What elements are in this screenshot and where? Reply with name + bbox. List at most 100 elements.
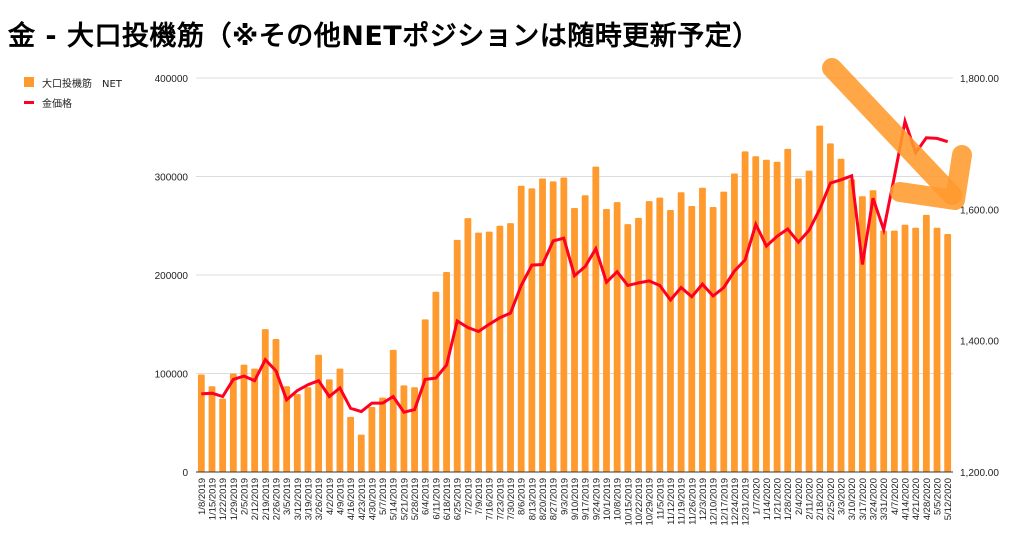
bar	[229, 373, 237, 472]
bar	[539, 178, 546, 472]
y-left-tick-label: 0	[182, 468, 188, 479]
bar	[720, 191, 728, 472]
bar	[709, 207, 717, 472]
y-right-tick-label: 1,600.00	[960, 205, 999, 216]
x-tick-label: 5/12/2020	[943, 478, 954, 520]
x-tick-label: 5/14/2019	[389, 478, 400, 520]
x-tick-label: 2/4/2020	[794, 478, 805, 515]
x-tick-label: 2/11/2020	[805, 478, 816, 520]
x-tick-label: 1/15/2019	[207, 478, 218, 520]
bar	[645, 201, 653, 472]
x-tick-label: 5/28/2019	[410, 478, 421, 520]
bar	[379, 397, 386, 472]
x-tick-label: 9/17/2019	[581, 478, 592, 520]
bar	[496, 225, 504, 472]
x-tick-label: 12/10/2019	[709, 478, 720, 526]
bar	[549, 181, 557, 473]
bar	[197, 374, 205, 472]
bar	[688, 206, 696, 473]
bar	[272, 339, 280, 472]
x-tick-label: 1/7/2020	[751, 478, 762, 515]
price-line	[201, 115, 949, 414]
x-tick-label: 7/23/2019	[495, 478, 506, 520]
trend-arrow-head	[890, 145, 972, 210]
bar	[283, 386, 291, 472]
x-tick-label: 2/25/2020	[826, 478, 837, 520]
bar	[475, 232, 482, 472]
y-left-tick-label: 400000	[155, 74, 189, 85]
bar	[464, 218, 472, 472]
x-tick-label: 3/10/2020	[847, 478, 858, 520]
x-tick-label: 6/25/2019	[453, 478, 464, 520]
x-tick-label: 6/18/2019	[442, 478, 453, 520]
x-tick-label: 4/23/2019	[357, 478, 368, 520]
x-tick-label: 10/22/2019	[634, 478, 645, 526]
bar	[453, 239, 461, 472]
bar	[752, 156, 760, 472]
bar	[325, 379, 333, 472]
legend-label-net: 大口投機筋 NET	[42, 78, 122, 90]
x-tick-label: 3/12/2019	[293, 478, 304, 520]
legend-item-price: 金価格	[24, 92, 122, 112]
bar	[624, 224, 632, 472]
bar	[368, 406, 376, 472]
x-tick-label: 7/2/2019	[463, 478, 474, 515]
bar	[795, 178, 802, 472]
x-tick-label: 12/24/2019	[730, 478, 741, 526]
bar	[581, 195, 589, 472]
legend-item-net: 大口投機筋 NET	[24, 72, 122, 92]
bar	[869, 190, 877, 473]
bar	[603, 209, 610, 472]
bar	[389, 349, 397, 472]
bar	[635, 217, 642, 472]
x-tick-label: 12/17/2019	[719, 478, 730, 526]
x-tick-label: 7/16/2019	[485, 478, 496, 520]
x-tick-label: 8/13/2019	[527, 478, 538, 520]
x-tick-label: 12/31/2019	[741, 478, 752, 526]
x-tick-label: 1/8/2019	[197, 478, 208, 515]
x-tick-label: 10/8/2019	[613, 478, 624, 520]
bar	[763, 159, 770, 472]
x-tick-label: 11/26/2019	[687, 478, 698, 525]
legend-line-swatch	[24, 100, 34, 104]
bar	[890, 230, 898, 472]
bar	[293, 394, 301, 472]
x-tick-label: 10/1/2019	[602, 478, 613, 520]
x-tick-label: 1/28/2020	[783, 478, 794, 520]
x-tick-label: 4/7/2020	[890, 478, 901, 515]
bar	[357, 434, 365, 472]
x-tick-label: 4/21/2020	[911, 478, 922, 520]
x-tick-label: 8/27/2019	[549, 478, 560, 520]
bar	[613, 202, 621, 473]
x-tick-label: 8/20/2019	[538, 478, 549, 520]
x-tick-label: 3/17/2020	[858, 478, 869, 520]
bar	[592, 166, 600, 472]
chart-title: 金 - 大口投機筋（※その他NETポジションは随時更新予定）	[8, 21, 760, 52]
bar	[421, 319, 429, 472]
x-tick-label: 3/31/2020	[879, 478, 890, 520]
y-left-tick-label: 200000	[155, 271, 189, 282]
x-tick-label: 4/14/2020	[901, 478, 912, 520]
bar	[219, 398, 227, 472]
bar	[261, 329, 269, 472]
bar	[251, 368, 259, 472]
x-tick-label: 5/5/2020	[933, 478, 944, 515]
x-tick-label: 5/7/2019	[378, 478, 389, 515]
bar	[667, 209, 674, 473]
bar	[485, 231, 493, 472]
x-tick-label: 6/4/2019	[421, 478, 432, 515]
x-tick-label: 9/24/2019	[591, 478, 602, 520]
bar	[443, 272, 450, 472]
bar	[816, 125, 824, 472]
x-tick-label: 1/21/2020	[773, 478, 784, 520]
bar	[677, 192, 685, 472]
y-left-tick-label: 300000	[155, 173, 189, 184]
bar	[912, 227, 920, 472]
x-tick-label: 2/18/2020	[815, 478, 826, 520]
x-tick-label: 3/24/2020	[869, 478, 880, 520]
x-tick-label: 4/28/2020	[922, 478, 933, 520]
bar	[922, 214, 930, 473]
x-tick-label: 4/16/2019	[346, 478, 357, 520]
bar	[507, 223, 514, 472]
